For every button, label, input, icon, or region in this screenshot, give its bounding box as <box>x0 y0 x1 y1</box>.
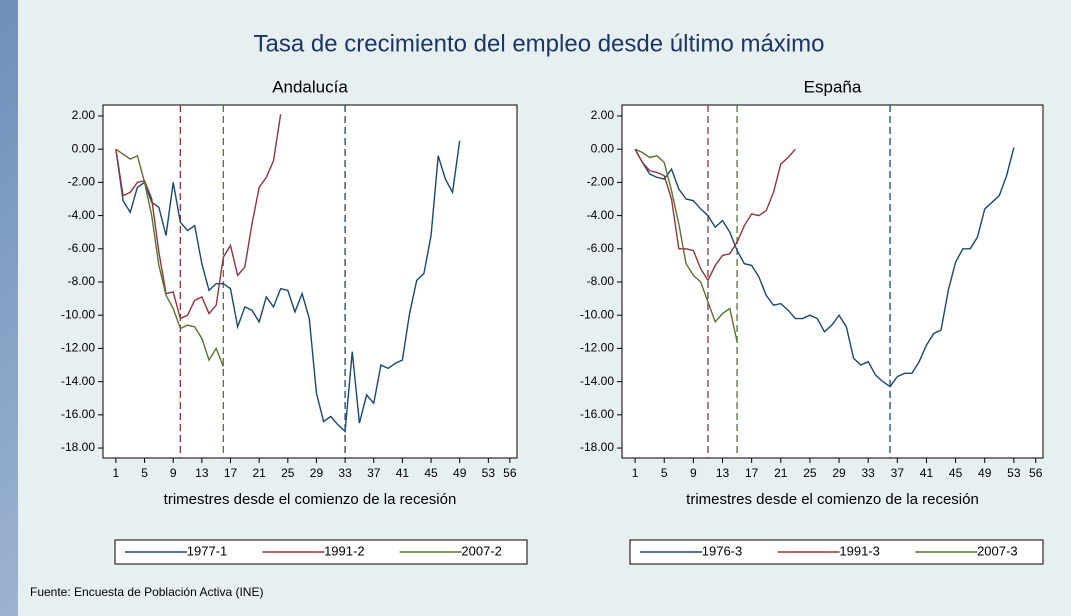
y-tick-label: -18.00 <box>580 440 614 454</box>
x-tick-label: 9 <box>690 466 697 480</box>
y-tick-label: 2.00 <box>591 108 615 122</box>
main-title: Tasa de crecimiento del empleo desde últ… <box>254 30 825 57</box>
y-tick-label: -6.00 <box>587 241 615 255</box>
legend-label: 2007-3 <box>977 543 1017 558</box>
panel-title: España <box>804 77 862 96</box>
x-tick-label: 53 <box>1007 466 1021 480</box>
panel-title: Andalucía <box>272 77 348 96</box>
legend-label: 1976-3 <box>702 543 742 558</box>
x-tick-label: 17 <box>224 466 238 480</box>
x-tick-label: 21 <box>252 466 266 480</box>
x-tick-label: 25 <box>281 466 295 480</box>
x-tick-label: 1 <box>632 466 639 480</box>
x-tick-label: 37 <box>367 466 381 480</box>
x-tick-label: 45 <box>424 466 438 480</box>
y-tick-label: -2.00 <box>68 175 96 189</box>
x-tick-label: 13 <box>195 466 209 480</box>
x-tick-label: 5 <box>141 466 148 480</box>
x-axis-label: trimestres desde el comienzo de la reces… <box>164 491 457 508</box>
y-tick-label: -8.00 <box>68 274 96 288</box>
x-tick-label: 53 <box>482 466 496 480</box>
y-tick-label: -10.00 <box>580 307 614 321</box>
y-tick-label: -16.00 <box>61 407 95 421</box>
x-tick-label: 37 <box>891 466 905 480</box>
source-note: Fuente: Encuesta de Población Activa (IN… <box>30 585 263 599</box>
page: Tasa de crecimiento del empleo desde últ… <box>0 0 1071 616</box>
x-tick-label: 17 <box>745 466 759 480</box>
x-tick-label: 1 <box>113 466 120 480</box>
y-tick-label: -4.00 <box>587 208 615 222</box>
x-tick-label: 41 <box>920 466 934 480</box>
x-tick-label: 13 <box>716 466 730 480</box>
y-tick-label: -10.00 <box>61 307 95 321</box>
x-tick-label: 33 <box>862 466 876 480</box>
y-tick-label: -16.00 <box>580 407 614 421</box>
x-tick-label: 9 <box>170 466 177 480</box>
y-tick-label: 2.00 <box>72 108 96 122</box>
y-tick-label: -12.00 <box>580 341 614 355</box>
y-tick-label: 0.00 <box>72 141 96 155</box>
legend-label: 1991-3 <box>839 543 879 558</box>
y-tick-label: -6.00 <box>68 241 96 255</box>
legend-label: 1977-1 <box>187 543 227 558</box>
y-tick-label: -14.00 <box>580 374 614 388</box>
legend-label: 1991-2 <box>324 543 364 558</box>
y-tick-label: -8.00 <box>587 274 615 288</box>
x-tick-label: 56 <box>503 466 517 480</box>
x-tick-label: 5 <box>661 466 668 480</box>
plot-area <box>103 105 517 458</box>
y-tick-label: -4.00 <box>68 208 96 222</box>
y-tick-label: 0.00 <box>591 141 615 155</box>
plot-area <box>622 105 1043 458</box>
y-tick-label: -18.00 <box>61 440 95 454</box>
legend-label: 2007-2 <box>461 543 501 558</box>
x-tick-label: 21 <box>774 466 788 480</box>
x-tick-label: 25 <box>803 466 817 480</box>
y-tick-label: -2.00 <box>587 175 615 189</box>
x-tick-label: 29 <box>310 466 324 480</box>
chart: Tasa de crecimiento del empleo desde últ… <box>0 0 1071 616</box>
x-tick-label: 41 <box>396 466 410 480</box>
x-axis-label: trimestres desde el comienzo de la reces… <box>686 491 979 508</box>
y-tick-label: -14.00 <box>61 374 95 388</box>
x-tick-label: 29 <box>832 466 846 480</box>
x-tick-label: 56 <box>1029 466 1043 480</box>
x-tick-label: 49 <box>978 466 992 480</box>
x-tick-label: 49 <box>453 466 467 480</box>
x-tick-label: 33 <box>338 466 352 480</box>
x-tick-label: 45 <box>949 466 963 480</box>
y-tick-label: -12.00 <box>61 341 95 355</box>
